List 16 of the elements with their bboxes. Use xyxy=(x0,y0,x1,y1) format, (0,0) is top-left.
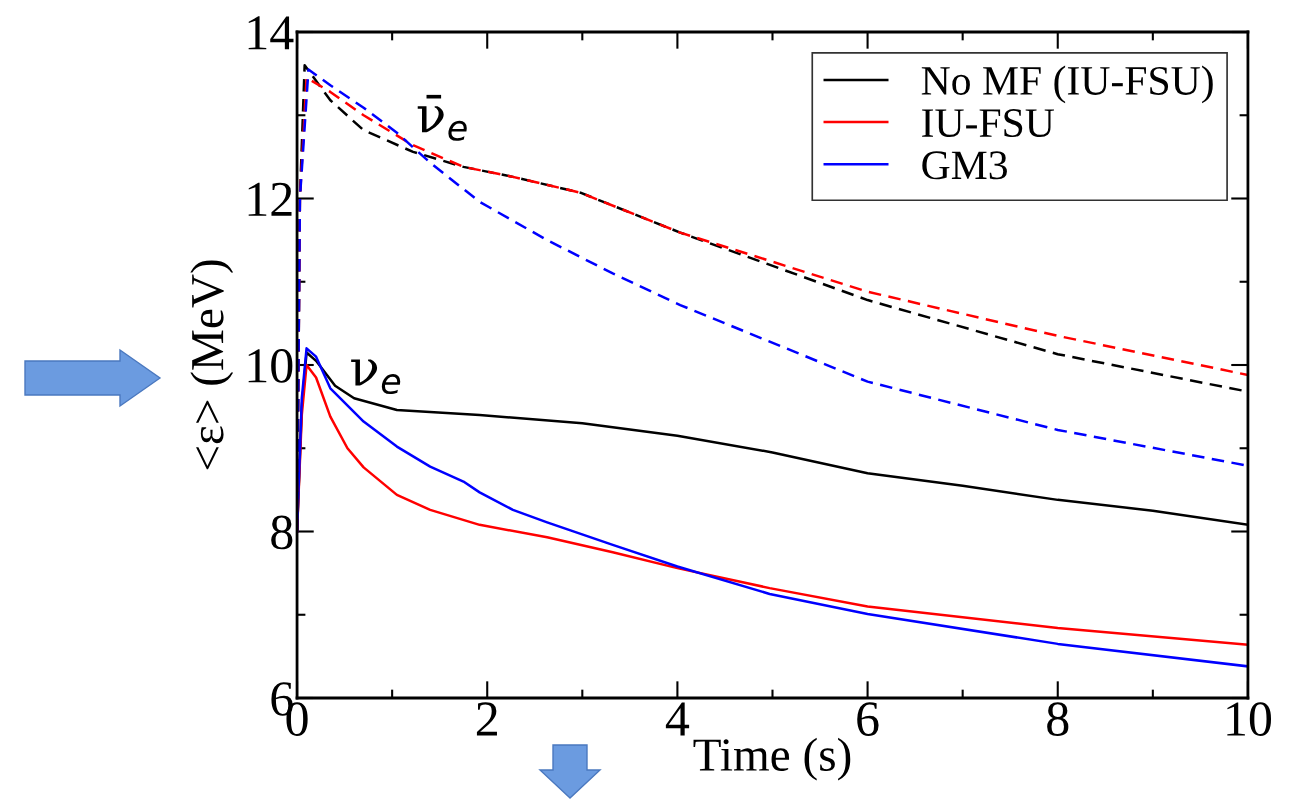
x-tick-label: 10 xyxy=(1227,702,1272,736)
legend-label: No MF (IU-FSU) xyxy=(921,65,1213,104)
annotation: ν$_{e}$ xyxy=(351,359,401,395)
x-tick-label: 6 xyxy=(857,702,879,736)
y-tick-label: 14 xyxy=(248,16,294,50)
y-axis-title: <ε> (MeV) xyxy=(190,260,234,470)
y-tick-label: 10 xyxy=(248,349,293,383)
y-tick-label: 8 xyxy=(271,515,293,550)
x-tick-label: 2 xyxy=(476,702,497,736)
x-tick-label: 8 xyxy=(1047,702,1069,736)
legend-label: IU-FSU xyxy=(922,109,1054,138)
legend-label: GM3 xyxy=(922,151,1007,180)
x-tick-label: 4 xyxy=(665,702,690,736)
x-axis-title: Time (s) xyxy=(693,737,851,781)
y-tick-label: 12 xyxy=(248,182,292,216)
annotation: ν̄$_{e}$ xyxy=(417,94,467,141)
